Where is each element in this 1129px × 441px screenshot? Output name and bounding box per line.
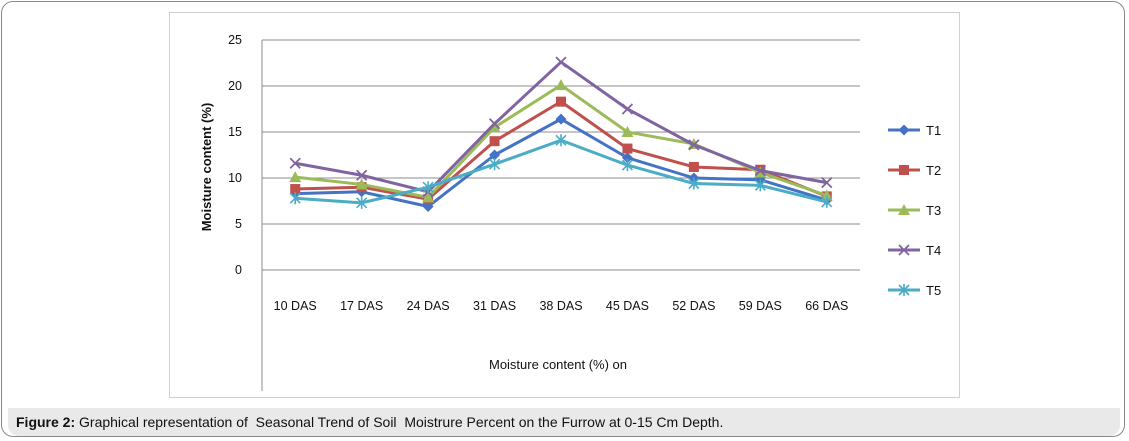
data-point-t5	[356, 196, 368, 209]
data-point-t2	[290, 184, 301, 195]
x-tick-label: 24 DAS	[407, 299, 450, 313]
data-point-t5	[688, 177, 700, 190]
x-tick-label: 10 DAS	[274, 299, 317, 313]
chart-area: 0 5 10 15 20 25 10 DAS 17 DAS 24 DAS 31 DAS 38 DAS…	[169, 12, 960, 398]
legend-marker-t5	[898, 284, 910, 296]
data-point-t2	[489, 136, 500, 147]
x-tick-label: 59 DAS	[739, 299, 782, 313]
figure-caption: Figure 2: Graphical representation of Se…	[8, 408, 1120, 436]
data-point-t5	[754, 179, 766, 192]
legend-label-t3: T3	[926, 203, 941, 218]
data-point-t5	[289, 192, 301, 205]
y-tick-label: 25	[228, 33, 242, 47]
data-point-t4	[289, 157, 301, 169]
x-tick-label: 66 DAS	[805, 299, 848, 313]
data-point-t3	[355, 178, 368, 190]
data-point-t5	[555, 134, 567, 147]
y-tick-label: 15	[228, 125, 242, 139]
data-point-t2	[622, 143, 633, 154]
data-point-t2	[688, 161, 699, 172]
data-point-t5	[621, 159, 634, 172]
legend-marker-t3	[898, 204, 910, 215]
x-tick-label: 17 DAS	[340, 299, 383, 313]
data-point-t4	[488, 118, 501, 130]
y-tick-label: 0	[235, 263, 242, 277]
legend-marker-t2	[899, 165, 909, 175]
data-point-t4	[621, 103, 634, 115]
caption-label: Figure 2:	[16, 414, 76, 430]
data-point-t1	[621, 152, 633, 164]
x-tick-label: 45 DAS	[606, 299, 649, 313]
legend-marker-t1	[898, 124, 910, 136]
y-tick-label: 10	[228, 171, 242, 185]
y-tick-label: 5	[235, 217, 242, 231]
data-point-t3	[289, 171, 302, 183]
data-point-t4	[821, 176, 833, 189]
data-point-t4	[688, 139, 700, 151]
data-point-t4	[356, 169, 368, 181]
data-point-t4	[754, 165, 766, 177]
data-point-t3	[621, 126, 634, 137]
x-tick-label: 52 DAS	[672, 299, 715, 313]
caption-text: Graphical representation of Seasonal Tre…	[75, 414, 724, 430]
x-axis-title: Moisture content (%) on	[489, 357, 627, 372]
data-point-t3	[555, 79, 567, 91]
data-point-t1	[489, 149, 501, 161]
data-point-t3	[820, 189, 833, 201]
data-point-t5	[821, 195, 833, 208]
legend-label-t4: T4	[926, 243, 941, 258]
legend-label-t1: T1	[926, 123, 941, 138]
data-point-t4	[555, 56, 567, 68]
data-point-t2	[556, 96, 566, 107]
legend-label-t5: T5	[926, 283, 941, 298]
data-point-t5	[488, 158, 501, 171]
data-point-t3	[488, 121, 501, 133]
legend-marker-t4	[898, 244, 910, 256]
x-tick-label: 38 DAS	[539, 299, 582, 313]
x-tick-label: 31 DAS	[473, 299, 516, 313]
data-point-t1	[555, 113, 567, 125]
data-point-t5	[422, 181, 434, 194]
y-axis-title: Moisture content (%)	[199, 103, 214, 232]
data-point-t3	[422, 191, 435, 203]
legend-label-t2: T2	[926, 163, 941, 178]
line-chart: 0 5 10 15 20 25 10 DAS 17 DAS 24 DAS 31 DAS 38 DAS…	[199, 33, 941, 391]
y-tick-label: 20	[228, 79, 242, 93]
